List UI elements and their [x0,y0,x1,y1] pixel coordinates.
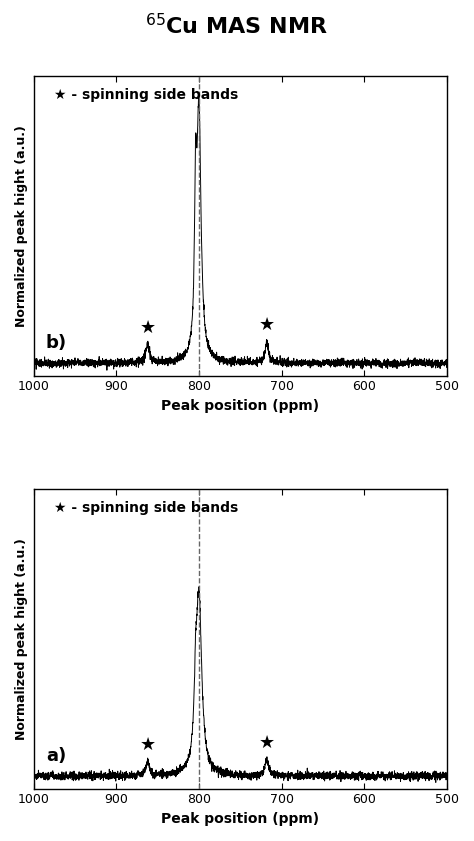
Text: a): a) [46,747,66,764]
Text: ★: ★ [140,736,156,754]
Text: ★ - spinning side bands: ★ - spinning side bands [54,88,238,103]
Y-axis label: Normalized peak hight (a.u.): Normalized peak hight (a.u.) [15,125,28,327]
Text: ★ - spinning side bands: ★ - spinning side bands [54,501,238,516]
Text: ★: ★ [140,319,156,337]
Text: ★: ★ [259,734,275,753]
Text: ★: ★ [259,316,275,335]
Text: b): b) [46,334,67,352]
Text: $^{65}$Cu MAS NMR: $^{65}$Cu MAS NMR [146,13,328,38]
X-axis label: Peak position (ppm): Peak position (ppm) [161,399,319,413]
X-axis label: Peak position (ppm): Peak position (ppm) [161,812,319,826]
Y-axis label: Normalized peak hight (a.u.): Normalized peak hight (a.u.) [15,538,28,740]
